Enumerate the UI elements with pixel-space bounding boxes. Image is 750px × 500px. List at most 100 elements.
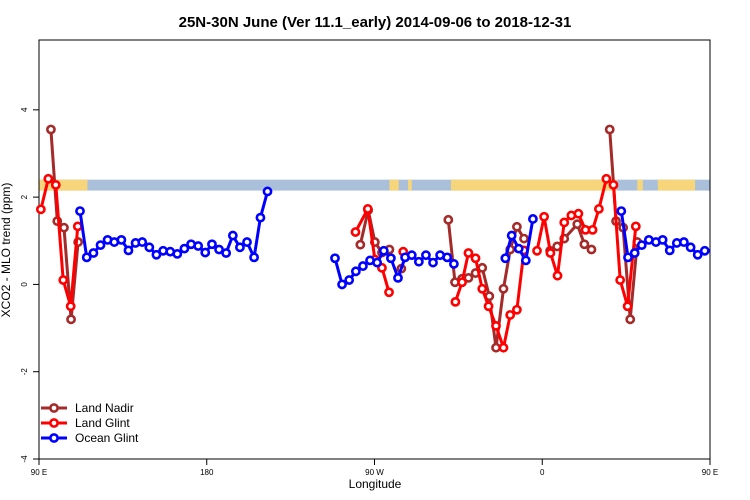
data-point-land-nadir xyxy=(498,283,509,294)
legend-marker-land-nadir xyxy=(49,403,59,413)
data-point-land-nadir xyxy=(572,219,583,230)
data-point-land-glint xyxy=(50,180,61,190)
data-point-ocean-glint xyxy=(378,245,389,256)
data-point-ocean-glint xyxy=(75,206,85,216)
data-point-ocean-glint xyxy=(242,237,252,247)
data-point-land-glint xyxy=(630,221,641,232)
x-tick-label: 90 W xyxy=(365,468,384,477)
data-point-land-glint xyxy=(384,287,394,298)
axes: -4 -2 0 2 4 90 E 180 90 W 0 90 E xyxy=(20,107,718,477)
data-point-ocean-glint xyxy=(95,240,106,251)
data-point-ocean-glint xyxy=(685,242,696,253)
series-ocean-glint xyxy=(75,186,710,290)
legend-marker-land-glint xyxy=(49,418,59,428)
data-point-ocean-glint xyxy=(350,266,361,277)
data-point-land-glint xyxy=(498,342,509,353)
data-point-ocean-glint xyxy=(623,252,633,263)
data-point-land-nadir xyxy=(512,221,522,232)
data-point-ocean-glint xyxy=(413,256,424,267)
data-point-land-nadir xyxy=(625,314,636,325)
data-point-land-nadir xyxy=(59,222,69,233)
data-point-ocean-glint xyxy=(372,257,383,268)
data-point-land-nadir xyxy=(519,233,529,244)
data-point-ocean-glint xyxy=(506,230,517,241)
data-point-land-nadir xyxy=(604,124,615,135)
data-point-ocean-glint xyxy=(442,252,453,263)
land-band-segment xyxy=(389,179,399,191)
land-band-segment xyxy=(39,179,88,191)
data-point-land-glint xyxy=(622,301,633,312)
data-point-land-glint xyxy=(573,208,584,219)
data-point-ocean-glint xyxy=(221,248,232,258)
data-point-ocean-glint xyxy=(393,272,403,283)
data-point-land-nadir xyxy=(477,262,488,273)
data-point-ocean-glint xyxy=(116,234,127,245)
data-point-land-nadir xyxy=(463,272,474,283)
data-point-land-nadir xyxy=(491,342,501,353)
data-point-land-glint xyxy=(532,245,542,256)
data-point-land-glint xyxy=(362,204,373,214)
data-point-ocean-glint xyxy=(200,247,211,258)
y-tick-label: -4 xyxy=(20,455,29,463)
data-point-ocean-glint xyxy=(629,248,640,258)
data-point-land-glint xyxy=(35,204,46,215)
data-point-land-glint xyxy=(72,221,83,232)
data-point-ocean-glint xyxy=(500,253,511,264)
data-point-land-glint xyxy=(491,320,501,331)
data-point-ocean-glint xyxy=(358,261,368,271)
data-point-land-glint xyxy=(65,301,76,312)
y-tick-label: 2 xyxy=(20,194,29,199)
data-point-ocean-glint xyxy=(664,245,675,256)
data-point-ocean-glint xyxy=(657,234,668,245)
series-line-land-glint xyxy=(39,177,80,308)
data-point-ocean-glint xyxy=(137,237,148,247)
data-point-ocean-glint xyxy=(406,250,417,261)
legend-label-ocean-glint: Ocean Glint xyxy=(75,431,139,445)
chart-title: 25N-30N June (Ver 11.1_early) 2014-09-06… xyxy=(179,14,572,31)
y-tick-label: 0 xyxy=(20,282,29,287)
x-tick-label: 90 E xyxy=(31,468,47,477)
data-point-land-nadir xyxy=(586,244,597,255)
data-point-land-glint xyxy=(58,275,69,285)
data-point-land-nadir xyxy=(46,124,56,135)
x-axis-label: Longitude xyxy=(349,477,402,491)
data-point-ocean-glint xyxy=(337,279,347,290)
data-point-ocean-glint xyxy=(513,243,524,254)
data-point-ocean-glint xyxy=(214,244,224,255)
data-point-ocean-glint xyxy=(330,253,340,264)
data-point-ocean-glint xyxy=(636,240,647,251)
data-point-ocean-glint xyxy=(179,243,190,254)
data-point-ocean-glint xyxy=(123,245,134,256)
data-point-ocean-glint xyxy=(449,259,459,269)
data-point-ocean-glint xyxy=(249,252,259,263)
y-axis-label: XCO2 - MLO trend (ppm) xyxy=(0,183,13,318)
x-tick-label: 90 E xyxy=(702,468,718,477)
data-point-land-nadir xyxy=(579,239,590,250)
y-tick-label: -2 xyxy=(20,368,29,376)
legend-marker-ocean-glint xyxy=(49,433,59,443)
data-point-ocean-glint xyxy=(235,242,245,253)
data-point-ocean-glint xyxy=(616,206,627,216)
data-point-ocean-glint xyxy=(386,253,396,264)
data-point-ocean-glint xyxy=(88,248,99,258)
data-point-land-glint xyxy=(545,248,556,258)
land-band-segment xyxy=(637,179,643,191)
legend-label-land-nadir: Land Nadir xyxy=(75,401,134,415)
legend-label-land-glint: Land Glint xyxy=(75,416,130,430)
data-point-land-glint xyxy=(477,283,488,294)
data-point-ocean-glint xyxy=(344,275,355,285)
ocean-band xyxy=(39,179,710,191)
data-point-land-glint xyxy=(43,173,54,184)
x-tick-label: 0 xyxy=(540,468,545,477)
data-point-land-glint xyxy=(350,227,361,237)
data-point-land-glint xyxy=(512,304,522,315)
data-point-ocean-glint xyxy=(193,241,204,251)
data-point-land-glint xyxy=(601,173,612,184)
data-point-ocean-glint xyxy=(692,249,703,260)
data-point-land-glint xyxy=(463,248,474,258)
series xyxy=(35,124,710,353)
data-point-ocean-glint xyxy=(679,237,689,247)
data-point-land-glint xyxy=(539,211,550,222)
data-point-land-glint xyxy=(470,253,481,264)
